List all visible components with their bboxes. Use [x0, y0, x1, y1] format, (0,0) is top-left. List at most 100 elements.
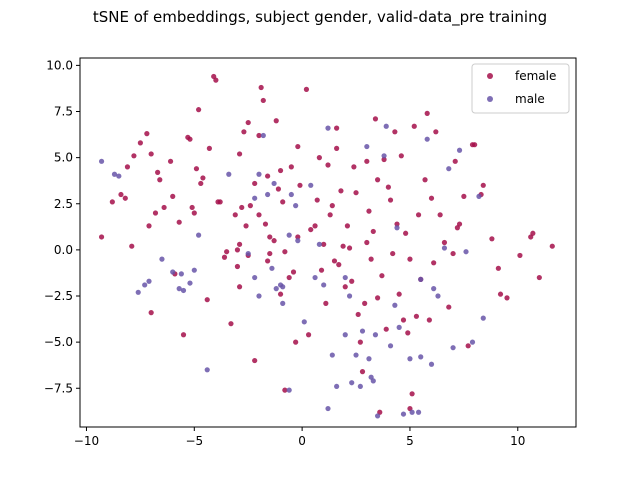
female-point [213, 77, 219, 83]
male-point [191, 267, 197, 273]
female-point [346, 245, 353, 251]
female-point [252, 180, 258, 187]
female-point [342, 284, 348, 290]
x-tick-label: −5 [185, 434, 203, 448]
male-point [446, 166, 452, 172]
female-point [415, 212, 422, 218]
female-point [267, 234, 273, 240]
female-point [241, 129, 247, 135]
female-point [336, 262, 342, 268]
female-point [243, 223, 249, 229]
female-point [409, 391, 415, 397]
female-point [236, 241, 243, 247]
female-point [258, 84, 264, 91]
male-point [400, 411, 407, 417]
male-point [441, 245, 448, 251]
male-point [383, 123, 389, 129]
female-point [387, 197, 394, 203]
male-point [196, 232, 202, 238]
male-point [295, 238, 301, 244]
male-point [418, 276, 424, 282]
female-point [234, 247, 241, 253]
male-point [424, 136, 430, 142]
female-point [504, 295, 510, 301]
female-point [456, 221, 463, 227]
female-point [357, 339, 363, 345]
male-point [98, 158, 105, 164]
male-point [301, 319, 307, 325]
female-point [228, 321, 234, 327]
female-point [340, 243, 346, 249]
male-point [334, 383, 340, 390]
female-point [549, 243, 555, 249]
female-point [441, 239, 448, 246]
male-point [273, 286, 279, 292]
male-point [349, 380, 355, 386]
female-point [187, 136, 193, 142]
plot-frame [79, 57, 577, 428]
male-point [325, 125, 331, 131]
male-point [407, 356, 413, 362]
male-point [170, 269, 176, 275]
male-point [396, 324, 402, 330]
male-point [293, 203, 299, 209]
female-point [239, 204, 245, 211]
female-point [118, 191, 124, 198]
female-point [450, 250, 456, 257]
chart-title: tSNE of embeddings, subject gender, vali… [93, 8, 547, 27]
female-point [148, 310, 154, 316]
male-point [463, 249, 469, 255]
y-tick-label: 5.0 [54, 151, 73, 165]
female-point [280, 199, 286, 205]
x-tick-label: 5 [406, 434, 414, 448]
female-point [394, 221, 400, 227]
male-point [116, 173, 122, 179]
female-point [293, 339, 299, 345]
y-axis: −7.5 −5.0 −2.5 0.0 2.5 5.0 7.5 10.0 [44, 58, 80, 395]
legend: female male [471, 63, 570, 114]
female-point [109, 199, 115, 205]
male-point [415, 409, 422, 415]
female-point [152, 210, 159, 216]
female-point [316, 155, 322, 161]
female-point [267, 250, 273, 257]
male-point [364, 143, 370, 150]
x-tick-label: −10 [74, 434, 99, 448]
female-point [364, 158, 370, 164]
female-point [351, 164, 357, 170]
female-point [295, 143, 301, 150]
female-point [161, 204, 167, 211]
female-point [146, 223, 152, 229]
female-point [247, 203, 253, 209]
female-point [383, 326, 389, 332]
female-point [413, 313, 420, 319]
male-point [226, 171, 232, 177]
female-point [530, 230, 536, 236]
female-point [245, 119, 251, 126]
female-point [200, 175, 206, 181]
male-point [370, 378, 376, 384]
male-point [409, 409, 415, 415]
male-point [245, 250, 251, 257]
male-point [372, 332, 379, 338]
female-point [428, 195, 435, 201]
male-point [428, 361, 435, 367]
male-point [269, 265, 275, 271]
male-point [288, 191, 294, 198]
female-point [303, 86, 310, 92]
female-point [364, 239, 370, 246]
female-point [379, 273, 385, 279]
x-axis: −10 −5 0 5 10 [74, 427, 525, 448]
female-point [275, 186, 281, 192]
female-point [137, 140, 143, 146]
female-point [426, 317, 432, 323]
female-point [334, 125, 340, 131]
male-point [342, 274, 348, 281]
female-point [437, 212, 443, 218]
y-tick-label: −2.5 [44, 289, 73, 303]
male-point [387, 343, 394, 349]
female-point [349, 278, 355, 284]
male-point [252, 274, 258, 281]
female-point [170, 193, 176, 199]
